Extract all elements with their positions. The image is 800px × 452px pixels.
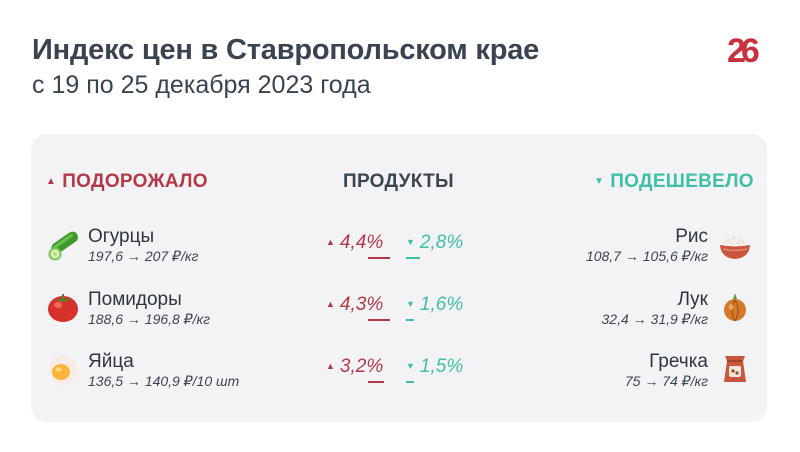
triangle-down-icon: ▼ (406, 299, 415, 309)
product-name-tomatoes: Помидоры (88, 289, 182, 310)
change-down-bar-1 (406, 257, 420, 259)
change-up-2-value: 4,3% (339, 294, 384, 315)
change-down-bar-3 (406, 381, 414, 383)
triangle-up-icon: ▲ (46, 176, 57, 187)
column-header-products: ПРОДУКТЫ (343, 171, 454, 192)
onion-icon (724, 293, 746, 322)
triangle-up-icon: ▲ (326, 299, 335, 309)
column-header-down-label: ПОДЕШЕВЕЛО (610, 171, 754, 192)
change-down-1: ▼ 2,8% (406, 232, 463, 254)
product-name-buckwheat: Гречка (649, 351, 708, 372)
change-down-bar-2 (406, 319, 414, 321)
product-price-tomatoes: 188,6 → 196,8 ₽/кг (88, 311, 211, 327)
triangle-down-icon: ▼ (406, 237, 415, 247)
change-up-1: ▲ 4,4% (326, 232, 383, 254)
rice-bowl-icon (720, 235, 750, 259)
change-up-bar-1 (368, 257, 390, 259)
buckwheat-bag-icon (724, 356, 746, 382)
product-name-rice: Рис (675, 226, 708, 247)
change-up-3-value: 3,2% (339, 356, 384, 377)
column-header-up-label: ПОДОРОЖАЛО (62, 171, 208, 192)
product-name-cucumbers: Огурцы (88, 226, 155, 247)
product-price-buckwheat: 75 → 74 ₽/кг (624, 373, 708, 389)
triangle-up-icon: ▲ (326, 237, 335, 247)
column-header-down: ▼ ПОДЕШЕВЕЛО (594, 171, 754, 193)
column-header-up: ▲ ПОДОРОЖАЛО (46, 171, 208, 193)
egg-icon (49, 355, 77, 385)
change-down-3-value: 1,5% (419, 356, 464, 377)
change-down-3: ▼ 1,5% (406, 356, 463, 378)
product-price-eggs: 136,5 → 140,9 ₽/10 шт (88, 373, 240, 389)
triangle-down-icon: ▼ (406, 361, 415, 371)
tomato-icon (48, 294, 78, 322)
change-down-1-value: 2,8% (419, 232, 464, 253)
logo-26-icon: 26 (727, 32, 764, 68)
change-up-bar-3 (368, 381, 384, 383)
cucumber-icon (48, 231, 78, 261)
change-down-2: ▼ 1,6% (406, 294, 463, 316)
triangle-up-icon: ▲ (326, 361, 335, 371)
change-up-3: ▲ 3,2% (326, 356, 383, 378)
change-down-2-value: 1,6% (419, 294, 464, 315)
page-subtitle: с 19 по 25 декабря 2023 года (32, 71, 371, 99)
change-up-bar-2 (368, 319, 390, 321)
product-price-onion: 32,4 → 31,9 ₽/кг (601, 311, 708, 327)
price-index-card (31, 134, 767, 422)
product-price-rice: 108,7 → 105,6 ₽/кг (585, 248, 708, 264)
product-price-cucumbers: 197,6 → 207 ₽/кг (88, 248, 199, 264)
change-up-2: ▲ 4,3% (326, 294, 383, 316)
page-title: Индекс цен в Ставропольском крае (32, 34, 540, 66)
logo-text: 26 (727, 32, 759, 68)
change-up-1-value: 4,4% (339, 232, 384, 253)
product-name-eggs: Яйца (88, 351, 134, 372)
product-name-onion: Лук (677, 289, 709, 310)
triangle-down-icon: ▼ (594, 176, 605, 187)
